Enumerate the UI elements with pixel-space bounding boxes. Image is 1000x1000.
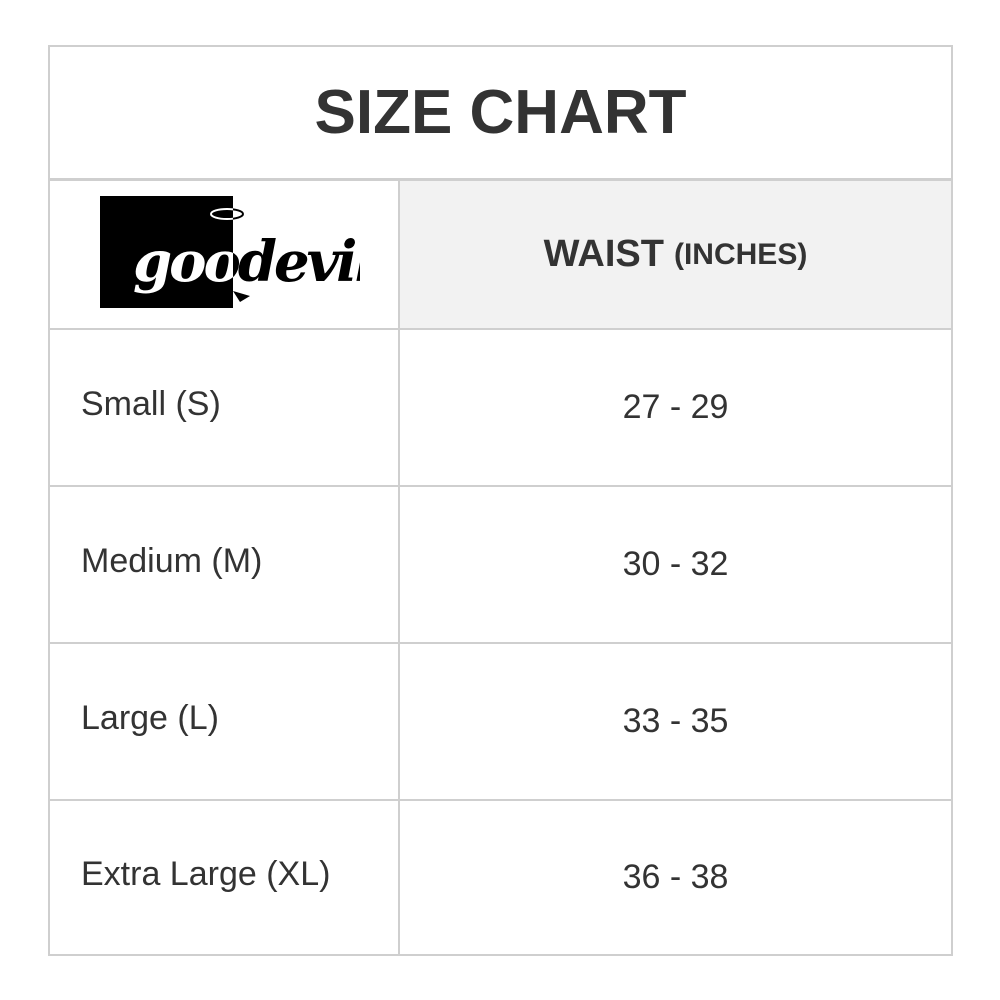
- chart-title: SIZE CHART: [50, 47, 951, 181]
- table-row: Medium (M) 30 - 32: [50, 487, 951, 644]
- table-row: Large (L) 33 - 35: [50, 644, 951, 801]
- size-label: Large (L): [81, 699, 219, 737]
- logo-cell: goodevil: [50, 181, 400, 328]
- size-label: Extra Large (XL): [81, 855, 331, 893]
- size-label: Small (S): [81, 385, 221, 423]
- table-row: Small (S) 27 - 29: [50, 330, 951, 487]
- table-row: Extra Large (XL) 36 - 38: [50, 801, 951, 954]
- waist-header: WAIST (INCHES): [400, 181, 951, 328]
- size-label: Medium (M): [81, 542, 263, 580]
- unit-label: (INCHES): [673, 237, 808, 271]
- header-row: goodevil WAIST (INCHES): [50, 181, 951, 330]
- waist-value: 27 - 29: [622, 388, 729, 426]
- waist-value: 36 - 38: [622, 858, 729, 896]
- size-chart-table: SIZE CHART goodevil WAIST (I: [48, 45, 953, 956]
- waist-value: 30 - 32: [622, 545, 729, 583]
- goodevil-logo: goodevil: [100, 196, 360, 308]
- waist-value: 33 - 35: [622, 702, 729, 740]
- logo-text: goodevil: [133, 229, 360, 295]
- waist-label: WAIST: [543, 233, 664, 275]
